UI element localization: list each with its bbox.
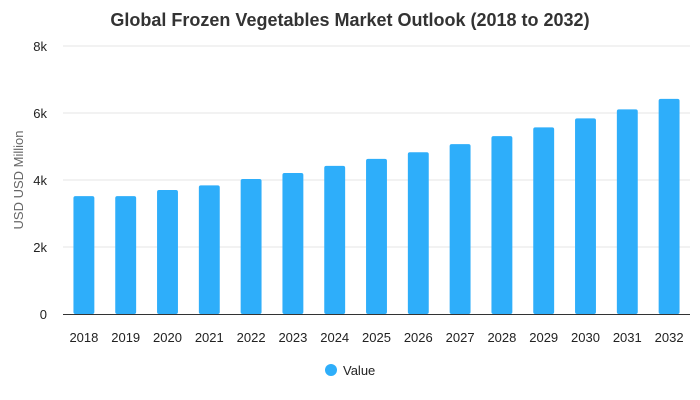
x-tick-label: 2028 xyxy=(487,330,516,345)
x-tick-label: 2024 xyxy=(320,330,349,345)
bar-2026 xyxy=(407,152,429,314)
x-tick-label: 2027 xyxy=(446,330,475,345)
y-tick-label: 6k xyxy=(33,106,47,121)
x-axis-ticks: 2018 2019 2020 2021 2022 2023 2024 2025 2026 2027… xyxy=(69,330,683,345)
x-tick-label: 2030 xyxy=(571,330,600,345)
x-tick-label: 2032 xyxy=(655,330,684,345)
x-tick-label: 2021 xyxy=(195,330,224,345)
bar-2031 xyxy=(616,109,638,314)
bar-2023 xyxy=(282,172,304,314)
bar-2021 xyxy=(198,185,220,314)
bar-2025 xyxy=(366,158,387,314)
y-axis-ticks: 0 2k 4k 6k 8k xyxy=(33,39,47,322)
y-tick-label: 8k xyxy=(33,39,47,54)
x-tick-label: 2029 xyxy=(529,330,558,345)
x-tick-label: 2019 xyxy=(111,330,140,345)
x-tick-label: 2026 xyxy=(404,330,433,345)
y-tick-label: 4k xyxy=(33,173,47,188)
bar-2020 xyxy=(157,190,178,314)
y-tick-label: 2k xyxy=(33,240,47,255)
bar-2019 xyxy=(115,196,137,314)
legend-label-value: Value xyxy=(343,363,375,378)
bar-2030 xyxy=(575,118,596,314)
bars xyxy=(73,98,680,315)
legend-marker-value xyxy=(325,364,337,376)
bar-2024 xyxy=(324,165,346,314)
bar-2028 xyxy=(491,136,513,314)
y-axis-label: USD USD Million xyxy=(11,131,26,230)
x-tick-label: 2031 xyxy=(613,330,642,345)
bar-2032 xyxy=(658,98,680,315)
bar-2022 xyxy=(240,178,262,314)
bar-2027 xyxy=(449,144,471,314)
bar-2029 xyxy=(533,127,555,314)
x-tick-label: 2025 xyxy=(362,330,391,345)
chart-title: Global Frozen Vegetables Market Outlook … xyxy=(110,10,589,30)
x-tick-label: 2018 xyxy=(69,330,98,345)
legend: Value xyxy=(325,363,375,378)
y-tick-label: 0 xyxy=(40,307,47,322)
x-tick-label: 2022 xyxy=(237,330,266,345)
x-tick-label: 2020 xyxy=(153,330,182,345)
bar-2018 xyxy=(73,196,95,314)
x-tick-label: 2023 xyxy=(278,330,307,345)
